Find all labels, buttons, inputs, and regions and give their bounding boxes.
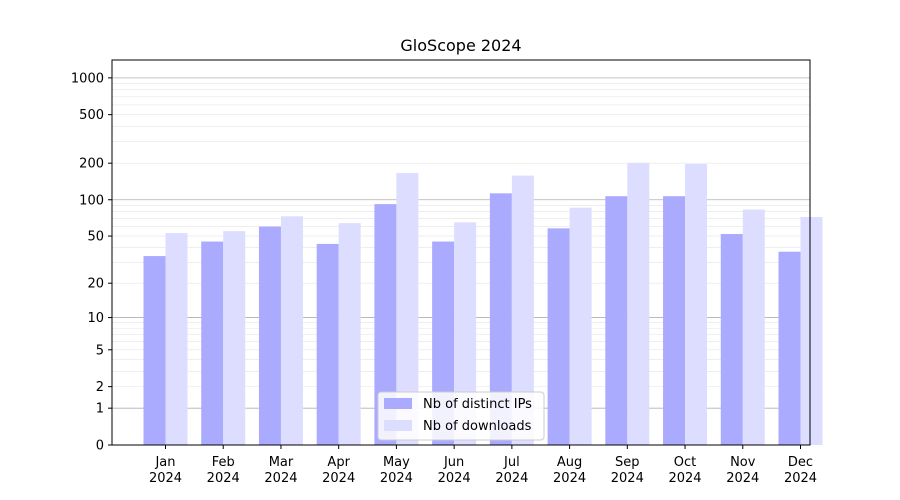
y-tick-label: 10	[87, 311, 104, 326]
bar-distinct-ips	[316, 243, 339, 445]
x-tick-label: 2024	[611, 471, 644, 486]
y-tick-label: 500	[79, 108, 104, 123]
bar-distinct-ips	[258, 226, 281, 445]
bar-distinct-ips	[201, 241, 224, 445]
bar-distinct-ips	[374, 204, 397, 445]
x-tick-label: Aug	[557, 455, 582, 470]
bar-downloads	[165, 233, 188, 445]
bar-downloads	[742, 209, 765, 445]
x-tick-label: Apr	[327, 455, 350, 470]
bar-downloads	[800, 217, 823, 445]
x-tick-label: 2024	[784, 471, 817, 486]
legend-swatch-ips	[384, 398, 412, 409]
y-tick-label: 1	[96, 402, 104, 417]
x-tick-label: Jul	[503, 455, 520, 470]
bar-downloads	[223, 231, 246, 445]
y-tick-label: 20	[87, 277, 104, 292]
legend-swatch-downloads	[384, 420, 412, 431]
x-tick-label: 2024	[668, 471, 701, 486]
legend-label-downloads: Nb of downloads	[423, 419, 532, 434]
legend-label-ips: Nb of distinct IPs	[423, 397, 532, 412]
y-tick-label: 2	[96, 380, 104, 395]
bar-downloads	[569, 207, 592, 445]
bar-distinct-ips	[778, 251, 801, 445]
x-tick-label: 2024	[438, 471, 471, 486]
x-tick-label: Dec	[788, 455, 813, 470]
bar-distinct-ips	[143, 256, 166, 445]
x-tick-label: 2024	[264, 471, 297, 486]
x-tick-label: 2024	[322, 471, 355, 486]
x-axis: Jan2024Feb2024Mar2024Apr2024May2024Jun20…	[149, 445, 817, 486]
bar-distinct-ips	[547, 228, 570, 445]
y-tick-label: 200	[79, 157, 104, 172]
plot-area	[111, 59, 811, 446]
bar-distinct-ips	[605, 196, 628, 445]
x-tick-label: 2024	[553, 471, 586, 486]
x-tick-label: 2024	[495, 471, 528, 486]
x-tick-label: Jun	[443, 455, 464, 470]
x-tick-label: Sep	[615, 455, 640, 470]
x-tick-label: Oct	[674, 455, 696, 470]
chart-title: GloScope 2024	[400, 36, 521, 55]
x-tick-label: 2024	[149, 471, 182, 486]
y-axis: 0 1 2 5 10 20 50 100 200 500 1000	[71, 71, 112, 454]
bar-downloads	[280, 216, 303, 445]
y-tick-label: 1000	[71, 71, 104, 86]
x-tick-label: 2024	[726, 471, 759, 486]
x-tick-label: Jan	[154, 455, 175, 470]
bar-downloads	[511, 175, 534, 445]
y-tick-label: 50	[87, 230, 104, 245]
legend: Nb of distinct IPs Nb of downloads	[377, 391, 545, 441]
x-tick-label: Mar	[269, 455, 294, 470]
x-tick-label: Nov	[730, 455, 756, 470]
bars	[143, 162, 823, 446]
y-tick-label: 0	[96, 439, 104, 454]
bar-distinct-ips	[489, 193, 512, 445]
bar-downloads	[685, 163, 708, 446]
bar-distinct-ips	[720, 234, 743, 445]
x-tick-label: 2024	[207, 471, 240, 486]
y-tick-label: 100	[79, 193, 104, 208]
bar-downloads	[396, 173, 419, 446]
y-tick-label: 5	[96, 343, 104, 358]
x-tick-label: 2024	[380, 471, 413, 486]
x-tick-label: May	[383, 455, 410, 470]
bar-distinct-ips	[663, 196, 686, 445]
bar-downloads	[627, 162, 650, 445]
legend-box	[377, 391, 545, 441]
bar-downloads	[338, 223, 361, 445]
x-tick-label: Feb	[212, 455, 235, 470]
bar-downloads	[454, 222, 477, 445]
